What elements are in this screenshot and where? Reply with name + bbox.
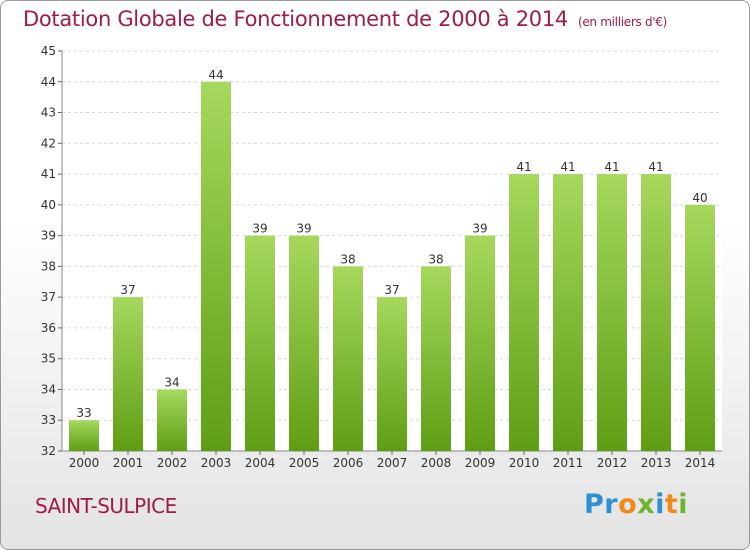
y-tick-label: 40 — [41, 198, 56, 212]
x-tick-label: 2003 — [201, 456, 232, 470]
logo-letter: o — [618, 489, 638, 520]
y-tick-label: 36 — [41, 321, 56, 335]
bar — [333, 266, 363, 451]
x-tick-label: 2006 — [333, 456, 364, 470]
proxiti-logo: Proxiti — [584, 489, 688, 520]
x-tick-label: 2013 — [641, 456, 672, 470]
x-tick-label: 2008 — [421, 456, 452, 470]
logo-letter: i — [655, 489, 665, 520]
data-label: 41 — [604, 160, 619, 174]
data-label: 39 — [472, 222, 487, 236]
y-tick-label: 34 — [41, 382, 56, 396]
logo-letter: i — [678, 489, 689, 520]
x-tick-label: 2012 — [597, 456, 628, 470]
x-tick-label: 2014 — [685, 456, 716, 470]
y-tick-label: 32 — [41, 444, 56, 458]
bar — [201, 81, 231, 452]
data-label: 38 — [428, 252, 443, 266]
x-tick-label: 2001 — [113, 456, 144, 470]
y-tick-label: 38 — [41, 259, 56, 273]
bar — [465, 235, 495, 451]
bar — [157, 389, 187, 451]
bar — [553, 174, 583, 452]
x-tick-label: 2007 — [377, 456, 408, 470]
x-tick-label: 2011 — [553, 456, 584, 470]
data-label: 34 — [164, 375, 179, 389]
y-tick-label: 42 — [41, 136, 56, 150]
bar — [377, 297, 407, 451]
logo-letter: P — [584, 489, 605, 520]
logo-letter: t — [664, 489, 679, 520]
units-note: (en milliers d'€) — [577, 15, 667, 29]
chart-title-text: Dotation Globale de Fonctionnement de 20… — [23, 7, 568, 31]
data-label: 37 — [120, 283, 135, 297]
x-tick-label: 2000 — [69, 456, 100, 470]
bar — [113, 297, 143, 451]
y-tick-label: 35 — [41, 352, 56, 366]
bar — [509, 174, 539, 452]
data-label: 41 — [516, 160, 531, 174]
data-label: 40 — [692, 191, 707, 205]
bar — [289, 235, 319, 451]
data-label: 38 — [340, 252, 355, 266]
y-tick-label: 33 — [41, 413, 56, 427]
bar — [597, 174, 627, 452]
y-tick-label: 44 — [41, 75, 56, 89]
data-label: 44 — [208, 68, 223, 82]
data-label: 39 — [252, 222, 267, 236]
data-label: 41 — [560, 160, 575, 174]
x-tick-label: 2010 — [509, 456, 540, 470]
bar — [641, 174, 671, 452]
bar — [69, 420, 99, 451]
y-tick-label: 37 — [41, 290, 56, 304]
y-tick-label: 45 — [41, 44, 56, 58]
data-label: 39 — [296, 222, 311, 236]
logo-letter: x — [637, 489, 656, 520]
x-tick-label: 2005 — [289, 456, 320, 470]
city-name: SAINT-SULPICE — [35, 494, 177, 518]
y-tick-label: 43 — [41, 106, 56, 120]
bar — [685, 204, 715, 451]
x-tick-label: 2004 — [245, 456, 276, 470]
data-label: 33 — [76, 406, 91, 420]
chart-title: Dotation Globale de Fonctionnement de 20… — [23, 7, 667, 31]
x-tick-label: 2009 — [465, 456, 496, 470]
y-tick-label: 41 — [41, 167, 56, 181]
x-tick-label: 2002 — [157, 456, 188, 470]
bar — [421, 266, 451, 451]
bar — [245, 235, 275, 451]
logo-letter: r — [604, 489, 619, 520]
y-tick-label: 39 — [41, 229, 56, 243]
data-label: 37 — [384, 283, 399, 297]
data-label: 41 — [648, 160, 663, 174]
